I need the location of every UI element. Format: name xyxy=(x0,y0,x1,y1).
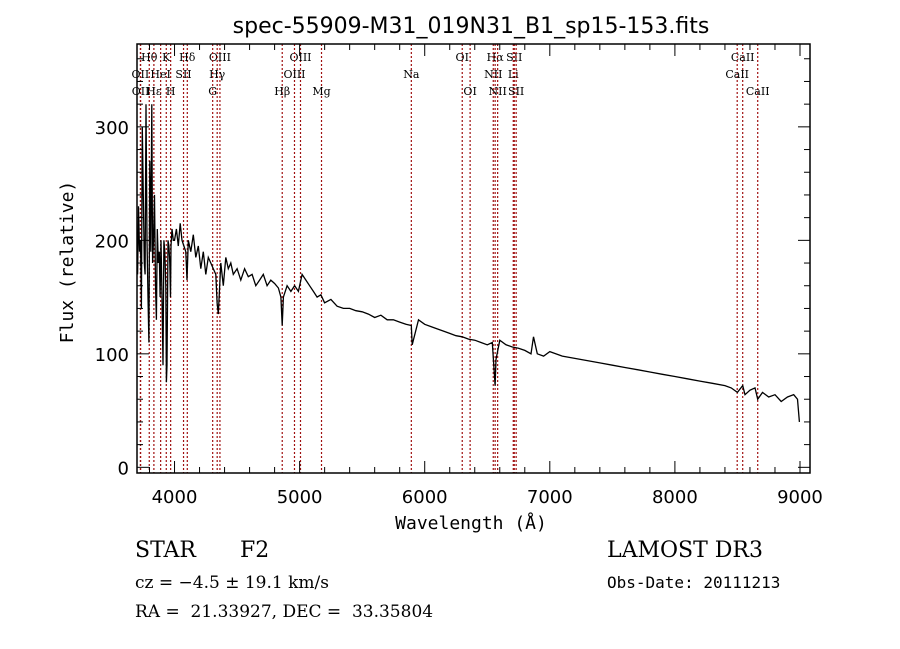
plot-frame xyxy=(136,43,811,474)
y-axis-label: Flux (relative) xyxy=(57,181,78,344)
y-tick-label: 0 xyxy=(118,458,129,479)
axes: 4000 5000 6000 7000 8000 9000 0 100 200 300 xyxy=(95,43,823,508)
marker-label: CaII xyxy=(746,85,770,98)
chart-title: spec-55909-M31_019N31_B1_sp15-153.fits xyxy=(233,14,710,39)
marker-label: OII xyxy=(132,85,150,98)
marker-label: Hα xyxy=(487,51,505,64)
spectrum-series xyxy=(136,104,801,422)
marker-label: OIII xyxy=(209,51,231,64)
marker-label: OIII xyxy=(289,51,311,64)
marker-label: Na xyxy=(403,68,420,81)
marker-label: OI xyxy=(456,51,469,64)
object-class: STAR F2 xyxy=(135,538,269,563)
x-tick-label: 4000 xyxy=(152,487,198,508)
x-tick-label: 7000 xyxy=(527,487,573,508)
marker-label: CaII xyxy=(725,68,749,81)
y-tick-label: 300 xyxy=(95,118,129,139)
marker-label: OI xyxy=(463,85,476,98)
marker-label: HeI xyxy=(150,68,170,81)
marker-label: Hε xyxy=(146,85,162,98)
marker-label: SII xyxy=(506,51,522,64)
marker-label: Mg xyxy=(312,85,330,98)
survey-label: LAMOST DR3 xyxy=(607,538,763,563)
x-axis-label: Wavelength (Å) xyxy=(395,512,547,534)
marker-label: Hδ xyxy=(179,51,196,64)
marker-label: K xyxy=(162,51,171,64)
y-tick-label: 100 xyxy=(95,345,129,366)
x-tick-label: 9000 xyxy=(777,487,823,508)
spectrum-line xyxy=(136,104,801,422)
class-label: STAR xyxy=(135,538,196,563)
x-tick-label: 6000 xyxy=(402,487,448,508)
marker-label: Hθ xyxy=(141,51,158,64)
marker-label: G xyxy=(208,85,217,98)
subclass-label: F2 xyxy=(240,538,270,563)
coordinates-text: RA = 21.33927, DEC = 33.35804 xyxy=(135,602,434,622)
x-tick-label: 5000 xyxy=(277,487,323,508)
marker-label: OII xyxy=(132,68,150,81)
marker-label: SII xyxy=(508,85,524,98)
marker-label: NII xyxy=(484,68,502,81)
marker-label: Hβ xyxy=(274,85,290,98)
marker-label: H xyxy=(166,85,176,98)
x-tick-label: 8000 xyxy=(652,487,698,508)
marker-label: OIII xyxy=(283,68,305,81)
marker-label: NII xyxy=(488,85,506,98)
marker-label: Li xyxy=(508,68,519,81)
marker-label: Hγ xyxy=(209,68,226,81)
obs-date-text: Obs-Date: 20111213 xyxy=(607,573,781,592)
redshift-text: cz = −4.5 ± 19.1 km/s xyxy=(135,573,329,593)
y-tick-label: 200 xyxy=(95,231,129,252)
marker-label: CaII xyxy=(731,51,755,64)
marker-label: SII xyxy=(175,68,191,81)
